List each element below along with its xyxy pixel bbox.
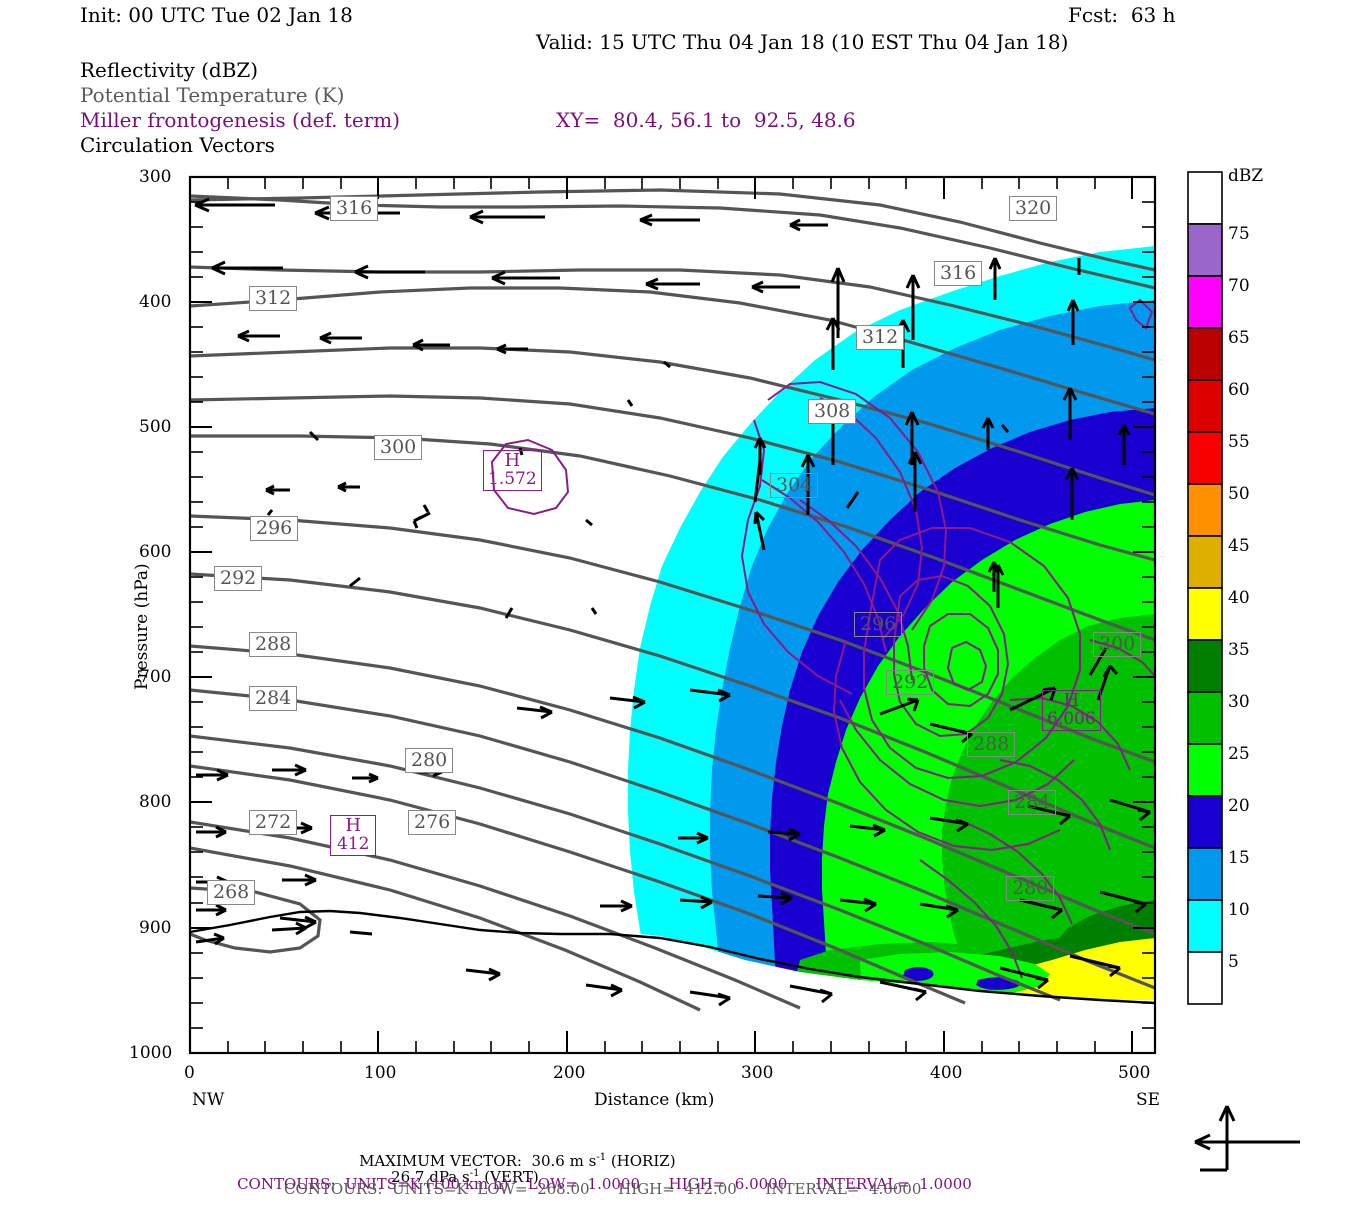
reference-vector-legend <box>1194 1105 1300 1172</box>
colorbar-tick-10: 10 <box>1228 900 1250 920</box>
y-tick-700: 700 <box>139 667 172 687</box>
colorbar-tick-40: 40 <box>1228 588 1250 608</box>
theta-label-292-a: 292 <box>214 566 263 591</box>
x-tick-400: 400 <box>930 1063 963 1083</box>
theta-contour-info: CONTOURS: UNITS=K LOW= 268.00 HIGH= 412.… <box>284 1180 922 1198</box>
x-minor-ticks <box>227 177 1096 1053</box>
theta-label-292-b: 292 <box>886 670 935 695</box>
theta-label-300-a: 300 <box>374 435 423 460</box>
maxvec-horiz-text: MAXIMUM VECTOR: 30.6 m s <box>359 1152 597 1170</box>
h-symbol-left: H <box>345 815 362 836</box>
dbz-blob-a <box>903 967 934 981</box>
h-value-upper: 1.572 <box>488 468 537 489</box>
colorbar-title: dBZ <box>1228 166 1264 186</box>
frontogenesis-high-upper: H 1.572 <box>483 450 542 491</box>
theta-label-316-b: 316 <box>934 261 983 286</box>
y-tick-500: 500 <box>139 417 172 437</box>
maximum-vector-label: MAXIMUM VECTOR: 30.6 m s-1 (HORIZ) 26.7 … <box>340 1138 676 1200</box>
y-tick-300: 300 <box>139 167 172 187</box>
colorbar-tick-70: 70 <box>1228 276 1250 296</box>
circulation-vectors <box>194 197 1151 1007</box>
colorbar-tick-65: 65 <box>1228 328 1250 348</box>
y-tick-900: 900 <box>139 918 172 938</box>
h-symbol-right: H <box>1063 690 1080 711</box>
colorbar-tick-25: 25 <box>1228 744 1250 764</box>
colorbar-tick-20: 20 <box>1228 796 1250 816</box>
x-tick-200: 200 <box>553 1063 586 1083</box>
theta-label-272: 272 <box>249 810 298 835</box>
frontogenesis-high-left: H 412 <box>330 815 377 856</box>
colorbar-tick-60: 60 <box>1228 380 1250 400</box>
theta-label-312-b: 312 <box>856 325 905 350</box>
x-tick-0: 0 <box>184 1063 195 1083</box>
theta-label-300-b: 300 <box>1093 632 1142 657</box>
theta-label-296-a: 296 <box>250 516 299 541</box>
maxvec-vert-tail: (VERT) <box>479 1168 539 1186</box>
x-axis-title: Distance (km) <box>594 1090 715 1110</box>
colorbar-tick-50: 50 <box>1228 484 1250 504</box>
x-tick-300: 300 <box>741 1063 774 1083</box>
y-axis-title: Pressure (hPa) <box>132 563 152 690</box>
y-tick-1000: 1000 <box>129 1043 173 1063</box>
fg-contours-units: CONTOURS: UNITS=K (100 km h) <box>237 1175 509 1193</box>
x-tick-100: 100 <box>364 1063 397 1083</box>
y-tick-600: 600 <box>139 542 172 562</box>
theta-label-280-a: 280 <box>405 748 454 773</box>
theta-label-308: 308 <box>808 399 857 424</box>
forecast-hour-label: Fcst: 63 h <box>1068 3 1176 27</box>
subsurface-mask <box>190 911 1155 1053</box>
theta-contours <box>190 188 1155 1012</box>
theta-label-312-a: 312 <box>249 286 298 311</box>
colorbar-tick-5: 5 <box>1228 952 1239 972</box>
theta-label-276: 276 <box>408 810 457 835</box>
theta-label-288-a: 288 <box>249 632 298 657</box>
fg-contours-exp: -1 <box>508 1175 519 1186</box>
cross-section-endpoints-label: XY= 80.4, 56.1 to 92.5, 48.6 <box>556 108 856 132</box>
y-tick-400: 400 <box>139 292 172 312</box>
field-reflectivity-label: Reflectivity (dBZ) <box>80 58 259 82</box>
theta-label-268: 268 <box>207 880 256 905</box>
colorbar-tick-75: 75 <box>1228 224 1250 244</box>
theta-label-304: 304 <box>770 473 819 498</box>
h-value-right: 6.006 <box>1047 708 1096 729</box>
reflectivity-shading <box>190 246 1155 1053</box>
theta-label-316-a: 316 <box>330 196 379 221</box>
fg-contours-range: LOW= 1.0000 HIGH= 6.0000 INTERVAL= 1.000… <box>518 1175 972 1193</box>
theta-label-284-b: 284 <box>1008 790 1057 815</box>
field-vectors-label: Circulation Vectors <box>80 133 275 157</box>
plot-frame <box>188 175 1157 1055</box>
maxvec-horiz-exp: -1 <box>596 1152 607 1163</box>
h-value-left: 412 <box>337 833 370 854</box>
x-axis-right-direction: SE <box>1136 1090 1161 1110</box>
y-minor-ticks <box>190 201 1155 1029</box>
surface-boundary-line <box>190 909 1155 1005</box>
theta-label-280-b: 280 <box>1006 876 1055 901</box>
maxvec-vert-text: 26.7 dPa s <box>391 1168 470 1186</box>
h-symbol-upper: H <box>504 450 521 471</box>
theta-label-296-b: 296 <box>854 612 903 637</box>
frontogenesis-contour-info: CONTOURS: UNITS=K (100 km h)-1 LOW= 1.00… <box>218 1161 972 1207</box>
colorbar[interactable] <box>1187 171 1223 1005</box>
theta-label-288-b: 288 <box>967 732 1016 757</box>
theta-label-284-a: 284 <box>249 686 298 711</box>
colorbar-tick-45: 45 <box>1228 536 1250 556</box>
x-tick-500: 500 <box>1118 1063 1151 1083</box>
valid-time-label: Valid: 15 UTC Thu 04 Jan 18 (10 EST Thu … <box>536 30 1069 54</box>
field-frontogenesis-label: Miller frontogenesis (def. term) <box>80 108 401 132</box>
dbz-band-25 <box>942 614 1155 1000</box>
x-axis-left-direction: NW <box>192 1090 225 1110</box>
theta-label-320: 320 <box>1009 196 1058 221</box>
y-tick-800: 800 <box>139 792 172 812</box>
init-time-label: Init: 00 UTC Tue 02 Jan 18 <box>80 3 353 27</box>
maxvec-vert-exp: -1 <box>469 1168 480 1179</box>
colorbar-tick-15: 15 <box>1228 848 1250 868</box>
colorbar-tick-55: 55 <box>1228 432 1250 452</box>
colorbar-tick-35: 35 <box>1228 640 1250 660</box>
maxvec-horiz-tail: (HORIZ) <box>606 1152 676 1170</box>
field-theta-label: Potential Temperature (K) <box>80 83 345 107</box>
frontogenesis-high-right: H 6.006 <box>1042 690 1101 731</box>
colorbar-tick-30: 30 <box>1228 692 1250 712</box>
